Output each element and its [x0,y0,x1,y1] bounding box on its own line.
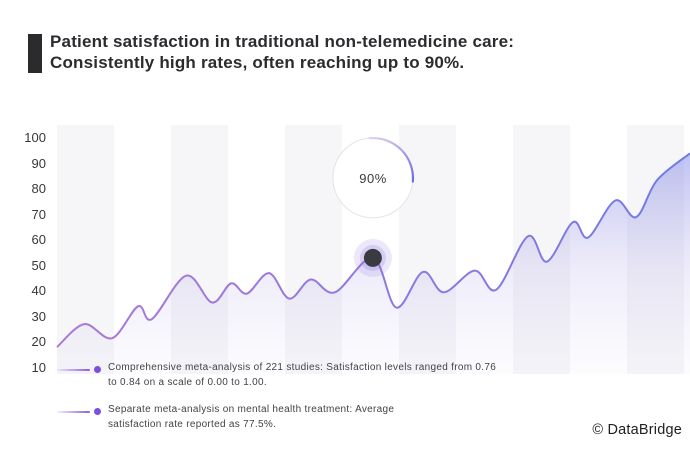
legend-line-swatch [57,411,90,413]
legend-item-label: Comprehensive meta-analysis of 221 studi… [108,362,497,388]
title-block: Patient satisfaction in traditional non-… [28,31,514,73]
y-tick-label: 20 [31,334,46,349]
callout-label: 90% [359,171,387,186]
legend-item: Separate meta-analysis on mental health … [57,402,450,432]
legend-marker [57,366,101,374]
y-tick-label: 50 [31,257,46,273]
legend-item: Comprehensive meta-analysis of 221 studi… [57,360,498,390]
legend-dot-icon [94,366,101,373]
callout-arc [368,136,415,183]
source-credit: © DataBridge [592,422,682,438]
legend-dot-icon [94,408,101,415]
legend-line-swatch [57,369,90,371]
y-tick-label: 40 [31,283,46,298]
title-accent-bar [28,34,42,73]
y-tick-label: 70 [31,206,46,222]
y-tick-label: 80 [31,181,46,196]
y-tick-label: 100 [24,130,46,145]
legend-item-label: Separate meta-analysis on mental health … [108,404,395,430]
y-tick-label: 60 [31,232,46,247]
y-tick-label: 30 [31,308,46,324]
page-title-line1: Patient satisfaction in traditional non-… [50,32,515,51]
page-title: Patient satisfaction in traditional non-… [50,31,514,73]
page-title-line2: Consistently high rates, often reaching … [50,53,465,72]
y-tick-label: 90 [31,155,46,171]
marker-dot [363,248,382,267]
y-tick-label: 10 [31,359,46,375]
legend-marker [57,408,101,416]
